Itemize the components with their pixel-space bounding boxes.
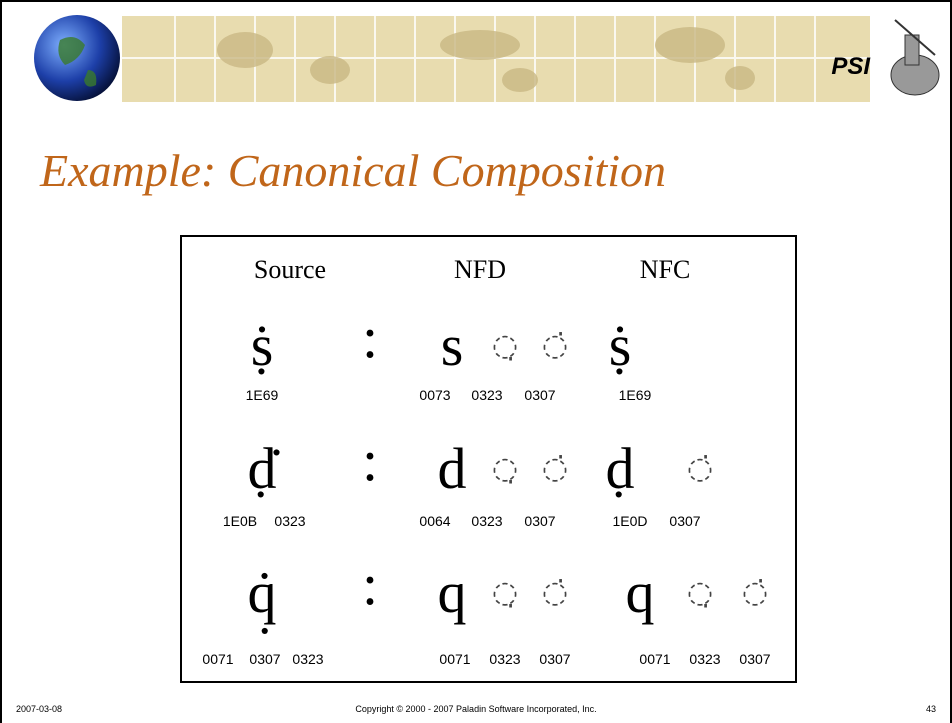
code-point: 0064 [419, 513, 450, 529]
combining-mark: ◌̣ [687, 575, 713, 610]
combining-mark: ◌̇ [542, 328, 568, 363]
slide-title: Example: Canonical Composition [39, 145, 666, 196]
column-header: NFC [640, 255, 691, 284]
combining-mark: ◌̣ [492, 575, 518, 610]
code-point: 0307 [524, 387, 555, 403]
glyph: ḍ̇ [248, 436, 281, 501]
code-point: 1E0B [223, 513, 257, 529]
code-point: 0071 [439, 651, 470, 667]
code-point: 0071 [639, 651, 670, 667]
code-point: 1E0D [612, 513, 647, 529]
code-point: 0323 [292, 651, 323, 667]
code-point: 0323 [471, 513, 502, 529]
footer-page: 43 [926, 704, 936, 714]
column-header: NFD [454, 255, 506, 284]
code-point: 0073 [419, 387, 450, 403]
code-point: 0307 [739, 651, 770, 667]
glyph: ṩ [609, 313, 632, 378]
footer-date: 2007-03-08 [16, 704, 62, 714]
composition-table: Source NFD NFC: ṩ 1E69 s ◌̣ ◌̇ 0073 0323 0307 ṩ 1E69… [202, 255, 770, 667]
code-point: 0307 [524, 513, 555, 529]
glyph: ḍ [606, 436, 635, 501]
code-point: 1E69 [246, 387, 279, 403]
separator: : [362, 552, 378, 617]
example-box [180, 235, 797, 683]
code-point: 1E69 [619, 387, 652, 403]
code-point: 0323 [274, 513, 305, 529]
knight-icon [890, 19, 940, 96]
combining-mark: ◌̇ [542, 451, 568, 486]
glyph: ṩ [251, 313, 274, 378]
footer-copyright: Copyright © 2000 - 2007 Paladin Software… [355, 704, 596, 714]
separator: : [362, 305, 378, 370]
logo: PSI [831, 53, 871, 80]
code-point: 0071 [202, 651, 233, 667]
combining-mark: ◌̇ [687, 451, 713, 486]
code-point: 0323 [489, 651, 520, 667]
glyph: q [438, 560, 467, 625]
glyph: d [438, 436, 467, 501]
banner: PSI [34, 15, 940, 102]
glyph: s [441, 313, 464, 378]
separator: : [362, 428, 378, 493]
combining-mark: ◌̇ [542, 575, 568, 610]
combining-mark: ◌̣ [492, 451, 518, 486]
code-point: 0307 [669, 513, 700, 529]
code-point: 0323 [471, 387, 502, 403]
combining-mark: ◌̣ [492, 328, 518, 363]
code-point: 0307 [539, 651, 570, 667]
globe [34, 15, 120, 101]
combining-mark: ◌̇ [742, 575, 768, 610]
glyph: q̣̇ [248, 560, 277, 633]
column-header: Source [254, 255, 326, 284]
glyph: q [626, 560, 655, 625]
code-point: 0323 [689, 651, 720, 667]
code-point: 0307 [249, 651, 280, 667]
